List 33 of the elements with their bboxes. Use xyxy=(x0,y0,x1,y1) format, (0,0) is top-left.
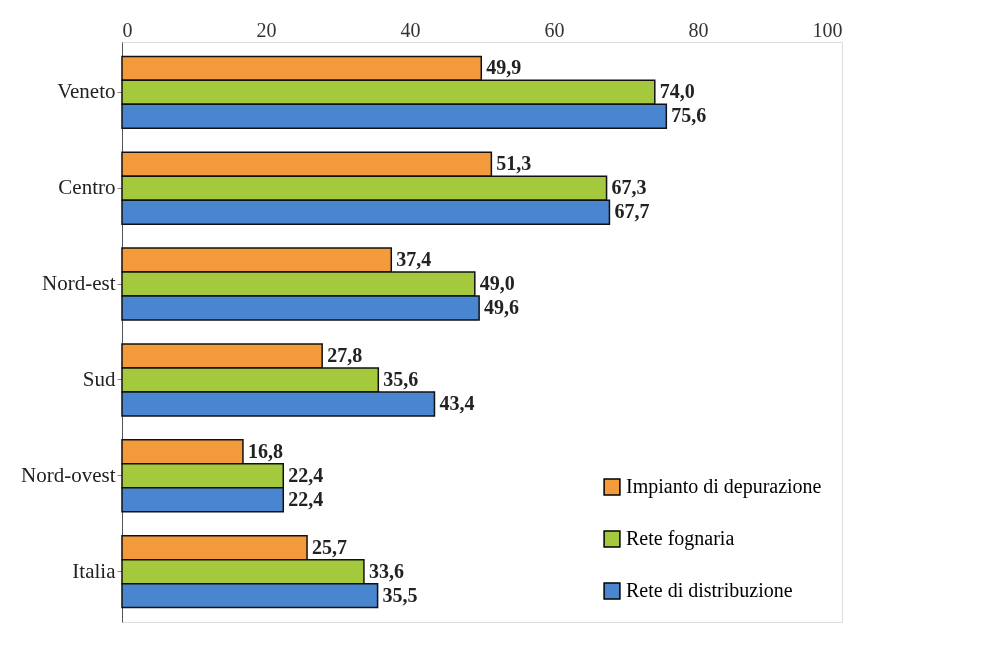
legend-label: Impianto di depurazione xyxy=(626,475,822,498)
data-label: 22,4 xyxy=(288,487,324,510)
x-tick-label: 80 xyxy=(688,18,709,41)
y-tick-label: Nord-ovest xyxy=(21,462,116,487)
data-label: 51,3 xyxy=(496,152,532,175)
x-tick-label: 100 xyxy=(812,18,843,41)
data-label: 49,9 xyxy=(486,56,522,79)
data-label: 49,6 xyxy=(484,296,520,319)
y-tick-label: Sud xyxy=(82,366,116,391)
data-label: 49,0 xyxy=(479,272,515,295)
x-tick-label: 20 xyxy=(256,18,277,41)
data-label: 74,0 xyxy=(659,80,695,103)
y-tick-label: Veneto xyxy=(57,79,116,104)
data-label: 25,7 xyxy=(312,535,348,558)
y-tick-label: Italia xyxy=(72,558,117,583)
x-tick-label: 60 xyxy=(544,18,565,41)
y-tick-label: Nord-est xyxy=(42,271,116,296)
x-tick-label: 0 xyxy=(122,18,133,41)
x-tick-label: 40 xyxy=(400,18,421,41)
legend-label: Rete di distribuzione xyxy=(626,579,793,601)
data-label: 22,4 xyxy=(288,463,324,486)
data-label: 43,4 xyxy=(439,391,475,414)
data-label: 35,6 xyxy=(383,367,419,390)
data-label: 33,6 xyxy=(368,559,404,582)
data-label: 67,7 xyxy=(614,200,650,223)
y-tick-label: Centro xyxy=(58,175,116,200)
legend-label: Rete fognaria xyxy=(626,527,735,550)
data-label: 37,4 xyxy=(396,248,432,271)
data-label: 67,3 xyxy=(611,176,647,199)
data-label: 75,6 xyxy=(671,104,707,127)
data-label: 27,8 xyxy=(327,343,363,366)
data-label: 35,5 xyxy=(382,583,418,606)
data-label: 16,8 xyxy=(247,439,283,462)
